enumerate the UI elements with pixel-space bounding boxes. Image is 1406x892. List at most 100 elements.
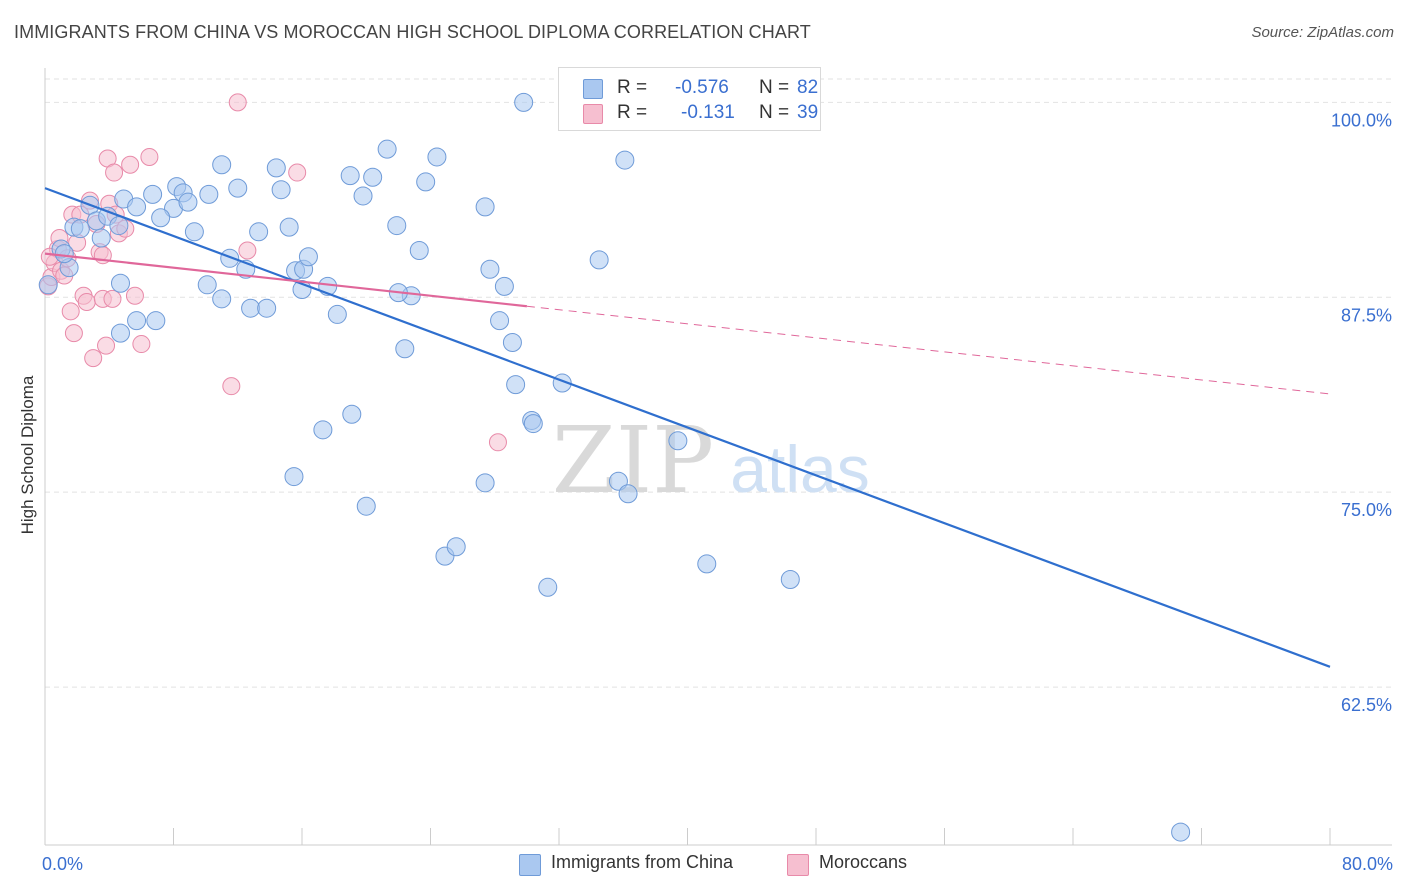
china-point [697,554,717,574]
y-axis-label: High School Diploma [18,375,37,535]
china-point [490,311,510,331]
china-point [298,247,318,267]
y-tick-label: 62.5% [1341,695,1392,715]
china-point [127,311,147,331]
legend-swatch-moroccans [583,104,603,124]
china-point [475,473,495,493]
china-point [342,404,362,424]
china-point [228,178,248,198]
china-point [146,311,166,331]
china-point [199,184,219,204]
china-point [615,150,635,170]
china-point [1171,822,1191,842]
legend-r-label: R = [617,102,648,123]
bottom-legend-swatch-moroccans [787,854,809,876]
china-point [178,192,198,212]
china-point [212,155,232,175]
china-point [475,197,495,217]
china-point [249,222,269,242]
china-point [480,259,500,279]
legend-n-label: N = [759,77,790,98]
moroccans-point [61,302,80,321]
china-point [538,577,558,597]
china-point [668,431,688,451]
moroccans-point [238,241,257,260]
moroccans-point [103,289,122,308]
tick-labels: 62.5% 75.0% 87.5% 100.0% 0.0% 80.0% [42,110,1393,874]
x-tick-label: 0.0% [42,854,83,874]
source-label: Source: ZipAtlas.com [1251,24,1394,41]
legend-n-value-china: 82 [797,77,819,98]
china-point [514,92,534,112]
china-point [523,414,543,434]
y-tick-label: 75.0% [1341,500,1392,520]
moroccans-point [132,335,151,354]
china-point [356,496,376,516]
moroccans-point [488,433,507,452]
china-point [446,537,466,557]
china-point [110,273,130,293]
china-point [38,275,58,295]
bottom-legend-label-china: Immigrants from China [551,852,734,872]
china-point [279,217,299,237]
china-point [271,180,291,200]
watermark: ZIP atlas [552,407,870,514]
moroccans-point [97,336,116,355]
legend-n-value-moroccans: 39 [797,102,819,123]
china-point [377,139,397,159]
china-point [502,333,522,353]
china-point [506,375,526,395]
chart-title: IMMIGRANTS FROM CHINA VS MOROCCAN HIGH S… [14,22,811,42]
china-point [70,219,90,239]
china-point [257,298,277,318]
china-point [212,289,232,309]
moroccans-trend-line-extension [526,305,1331,395]
moroccans-point [64,324,83,343]
stats-legend: R = -0.576 N = 82 R = -0.131 N = 39 [558,67,821,131]
china-point [395,339,415,359]
china-point [409,241,429,261]
moroccans-point [84,349,103,368]
china-point [363,167,383,187]
china-points [38,92,1191,842]
china-point [387,216,407,236]
moroccans-point [121,155,140,174]
china-point [780,569,800,589]
china-point [313,420,333,440]
moroccans-point [228,93,247,112]
grid-lines [45,78,1392,688]
y-tick-label: 87.5% [1341,305,1392,325]
china-trend-line [44,187,1331,668]
china-point [220,248,240,268]
moroccans-point [125,286,144,305]
legend-r-value-moroccans: -0.131 [681,102,735,123]
china-point [494,276,514,296]
bottom-legend-swatch-china [519,854,541,876]
china-point [241,298,261,318]
china-point [127,197,147,217]
legend-r-label: R = [617,77,648,98]
moroccans-trend-line [44,252,527,308]
china-point [266,158,286,178]
china-point [151,208,171,228]
china-point [197,275,217,295]
trend-lines [44,187,1331,668]
china-point [416,172,436,192]
china-point [327,304,347,324]
china-point [110,323,130,343]
china-point [54,244,74,264]
china-point [353,186,373,206]
moroccans-point [77,292,96,311]
axes [44,68,1392,846]
moroccans-point [140,147,159,166]
x-tick-label: 80.0% [1342,854,1393,874]
moroccans-point [105,163,124,182]
legend-n-label: N = [759,102,790,123]
bottom-legend-label-moroccans: Moroccans [819,852,908,872]
china-point [109,216,129,236]
china-point [284,467,304,487]
legend-swatch-china [583,79,603,99]
moroccans-point [288,163,307,182]
y-tick-label: 100.0% [1331,110,1392,130]
